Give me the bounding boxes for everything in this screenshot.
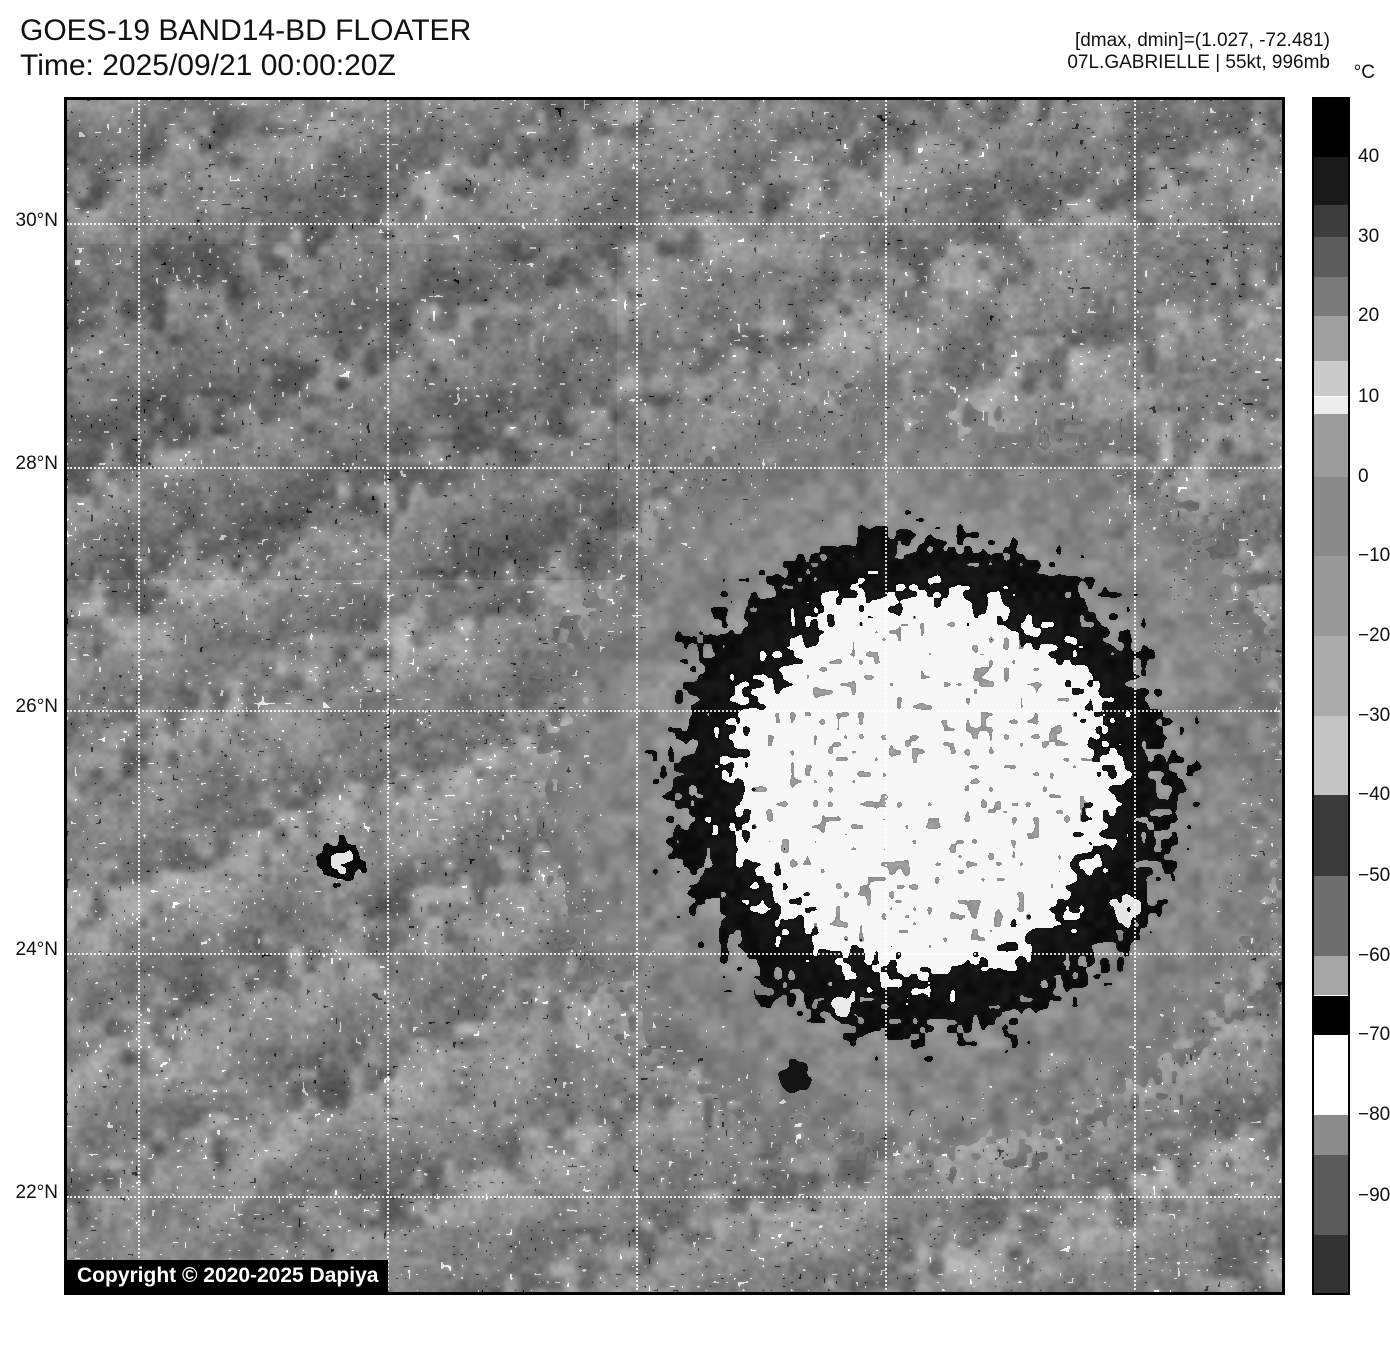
colorbar-tick-label: −20	[1358, 625, 1390, 647]
lat-label: 22°N	[0, 1182, 58, 1204]
latitude-gridline	[67, 467, 1285, 469]
colorbar-segment	[1312, 316, 1350, 360]
colorbar-segment	[1312, 477, 1350, 556]
colorbar-tick-label: −10	[1358, 545, 1390, 567]
timestamp-title: Time: 2025/09/21 00:00:20Z	[20, 49, 471, 84]
latitude-gridline	[67, 1196, 1285, 1198]
latitude-gridline	[67, 710, 1285, 712]
storm-info-label: 07L.GABRIELLE | 55kt, 996mb	[1067, 52, 1330, 74]
colorbar-segment	[1312, 1115, 1350, 1155]
longitude-gridline	[138, 100, 140, 1295]
colorbar-segment	[1312, 397, 1350, 415]
longitude-gridline	[387, 100, 389, 1295]
colorbar-segment	[1312, 361, 1350, 397]
colorbar-segment	[1312, 996, 1350, 1036]
longitude-gridline	[885, 100, 887, 1295]
colorbar[interactable]: 40 30 20 10 0 −10 −20 −30 −40 −50 −60 −70 −80 −90	[1312, 97, 1350, 1295]
colorbar-tick-label: 40	[1358, 146, 1379, 168]
colorbar-segment	[1312, 716, 1350, 795]
colorbar-tick-label: −30	[1358, 705, 1390, 727]
colorbar-tick-label: 10	[1358, 386, 1379, 408]
colorbar-tick-label: −50	[1358, 865, 1390, 887]
main-title: GOES-19 BAND14-BD FLOATER	[20, 14, 471, 49]
colorbar-segment	[1312, 1035, 1350, 1115]
colorbar-segment	[1312, 1235, 1350, 1295]
colorbar-segment	[1312, 157, 1350, 205]
dmax-dmin-label: [dmax, dmin]=(1.027, -72.481)	[1067, 30, 1330, 52]
colorbar-segment	[1312, 956, 1350, 996]
colorbar-tick-label: −80	[1358, 1104, 1390, 1126]
copyright-badge: Copyright © 2020-2025 Dapiya	[67, 1260, 388, 1292]
colorbar-tick-label: −40	[1358, 784, 1390, 806]
lat-label: 26°N	[0, 696, 58, 718]
colorbar-tick-label: −90	[1358, 1185, 1390, 1207]
colorbar-segment	[1312, 205, 1350, 237]
longitude-gridline	[1134, 100, 1136, 1295]
colorbar-segment	[1312, 636, 1350, 716]
colorbar-segment	[1312, 97, 1350, 157]
colorbar-segment	[1312, 414, 1350, 476]
colorbar-segment	[1312, 876, 1350, 956]
lat-label: 24°N	[0, 939, 58, 961]
colorbar-segment	[1312, 237, 1350, 277]
lat-label: 28°N	[0, 453, 58, 475]
colorbar-segment	[1312, 1155, 1350, 1235]
satellite-map-frame[interactable]: Copyright © 2020-2025 Dapiya	[64, 97, 1285, 1295]
colorbar-segment	[1312, 277, 1350, 317]
latitude-gridline	[67, 223, 1285, 225]
lat-label: 30°N	[0, 210, 58, 232]
longitude-gridline	[636, 100, 638, 1295]
header-right-block: [dmax, dmin]=(1.027, -72.481) 07L.GABRIE…	[1067, 30, 1330, 74]
latitude-gridline	[67, 953, 1285, 955]
satellite-image-window: GOES-19 BAND14-BD FLOATER Time: 2025/09/…	[0, 0, 1390, 1359]
colorbar-segment	[1312, 795, 1350, 875]
colorbar-tick-label: 0	[1358, 466, 1369, 488]
colorbar-tick-label: 30	[1358, 226, 1379, 248]
colorbar-tick-label: −70	[1358, 1024, 1390, 1046]
colorbar-segment	[1312, 556, 1350, 636]
satellite-cloud-canvas	[67, 100, 1285, 1295]
colorbar-tick-label: 20	[1358, 305, 1379, 327]
colorbar-tick-label: −60	[1358, 945, 1390, 967]
unit-label: °C	[1354, 62, 1375, 84]
header-title-block: GOES-19 BAND14-BD FLOATER Time: 2025/09/…	[20, 14, 471, 83]
